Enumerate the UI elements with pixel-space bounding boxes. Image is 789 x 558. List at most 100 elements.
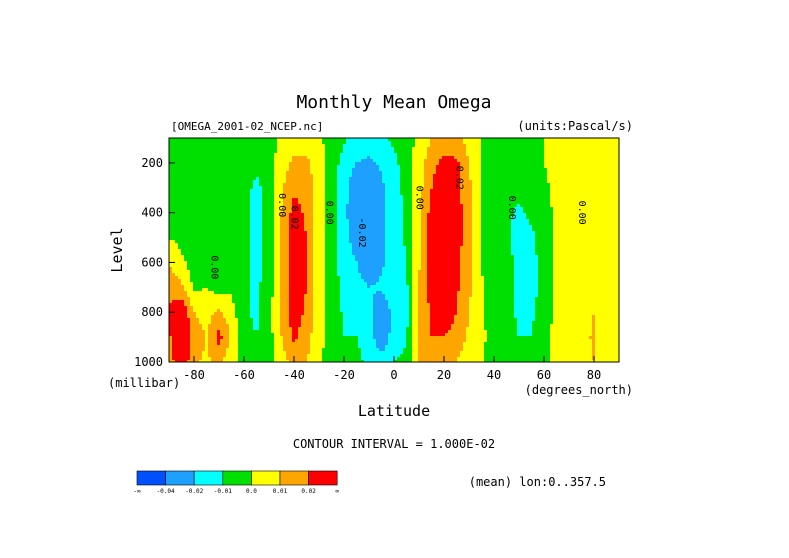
contour-cell-178: [325, 177, 338, 181]
contour-cell-248: [283, 189, 314, 193]
contour-cell-309: [385, 198, 404, 202]
y-axis-label: Level: [108, 227, 126, 272]
contour-cell-123: [544, 165, 619, 169]
contour-cell-406: [262, 213, 275, 217]
contour-cell-590: [349, 237, 386, 241]
contour-cell-493: [250, 225, 263, 229]
contour-cell-1521: [463, 348, 485, 352]
contour-cell-1456: [592, 339, 596, 343]
contour-cell-1310: [430, 324, 452, 328]
contour-cell-535: [553, 228, 619, 232]
contour-cell-952: [553, 282, 619, 286]
contour-cell-229: [274, 186, 284, 190]
contour-label-4: -0.02: [356, 218, 367, 248]
contour-cell-1407: [172, 336, 191, 340]
contour-cell-1190: [343, 312, 374, 316]
contour-cell-985: [280, 288, 290, 292]
contour-cell-1486: [208, 345, 230, 349]
contour-cell-589: [337, 237, 350, 241]
contour-cell-837: [262, 270, 275, 274]
contour-cell-1598: [394, 360, 413, 362]
contour-cell-697: [262, 252, 275, 256]
contour-cell-1173: [514, 309, 536, 313]
contour-cell-343: [292, 204, 302, 208]
contour-cell-1016: [412, 291, 419, 295]
contour-cell-1510: [238, 348, 275, 352]
contour-cell-946: [427, 282, 461, 286]
contour-cell-489: [511, 222, 530, 226]
contour-cell-696: [250, 252, 263, 256]
contour-cell-1000: [553, 288, 619, 292]
contour-cell-846: [382, 270, 407, 274]
contour-cell-1228: [535, 315, 554, 319]
contour-cell-10: [169, 141, 278, 145]
contour-cell-518: [280, 228, 290, 232]
contour-cell-23: [343, 144, 392, 148]
contour-cell-1176: [169, 312, 188, 316]
contour-cell-1261: [169, 321, 191, 325]
contour-cell-1304: [343, 324, 374, 328]
contour-cell-1451: [412, 339, 419, 343]
contour-cell-1195: [418, 312, 431, 316]
contour-cell-1602: [484, 360, 551, 362]
contour-cell-1027: [232, 294, 251, 298]
contour-cell-352: [421, 204, 431, 208]
contour-cell-1204: [187, 315, 197, 319]
contour-cell-1312: [469, 324, 485, 328]
contour-cell-1561: [460, 354, 485, 358]
contour-cell-1171: [469, 309, 485, 313]
contour-cell-36: [427, 147, 467, 151]
contour-cell-1163: [340, 309, 374, 313]
contour-cell-688: [460, 249, 473, 253]
colorbar-label-2: -0.02: [185, 488, 203, 495]
contour-cell-1527: [172, 351, 191, 355]
x-axis-label: Latitude: [358, 402, 430, 420]
contour-cell-581: [250, 237, 263, 241]
contour-cell-740: [169, 258, 185, 262]
contour-cell-1209: [250, 315, 260, 319]
contour-cell-226: [169, 186, 254, 190]
contour-cell-167: [433, 174, 461, 178]
contour-cell-1481: [595, 342, 619, 346]
contour-cell-1445: [310, 339, 326, 343]
contour-cell-1442: [283, 339, 293, 343]
contour-cell-797: [358, 264, 386, 268]
contour-cell-131: [379, 168, 401, 172]
contour-cell-1175: [553, 309, 619, 313]
contour-cell-317: [550, 198, 619, 202]
contour-cell-22: [325, 144, 344, 148]
contour-cell-1148: [553, 306, 619, 310]
contour-cell-1239: [259, 318, 272, 322]
contour-cell-526: [403, 228, 413, 232]
contour-cell-1395: [412, 333, 419, 337]
contour-cell-532: [481, 228, 512, 232]
contour-cell-1127: [235, 306, 251, 310]
contour-cell-148: [400, 171, 413, 175]
contour-cell-912: [289, 279, 308, 283]
contour-cell-1090: [412, 300, 419, 304]
contour-cell-1045: [484, 294, 515, 298]
contour-cell-429: [274, 216, 281, 220]
contour-cell-1126: [193, 306, 236, 310]
contour-cell-263: [250, 192, 263, 196]
contour-cell-876: [472, 273, 482, 277]
contour-cell-978: [184, 288, 194, 292]
contour-cell-1143: [457, 306, 470, 310]
contour-cell-546: [349, 231, 386, 235]
contour-cell-81: [340, 159, 362, 163]
contour-cell-1332: [325, 327, 344, 331]
contour-cell-138: [481, 168, 548, 172]
contour-cell-1098: [553, 300, 619, 304]
contour-cell-28: [481, 144, 545, 148]
contour-cell-1507: [205, 348, 209, 352]
contour-cell-781: [472, 261, 482, 265]
contour-cell-133: [412, 168, 425, 172]
contour-cell-274: [421, 192, 431, 196]
contour-cell-1174: [535, 309, 554, 313]
contour-cell-74: [481, 156, 545, 160]
contour-cell-1473: [388, 342, 407, 346]
contour-cell-1414: [238, 336, 275, 340]
contour-cell-855: [538, 270, 554, 274]
contour-cell-1296: [253, 324, 260, 328]
contour-cell-683: [385, 249, 407, 253]
